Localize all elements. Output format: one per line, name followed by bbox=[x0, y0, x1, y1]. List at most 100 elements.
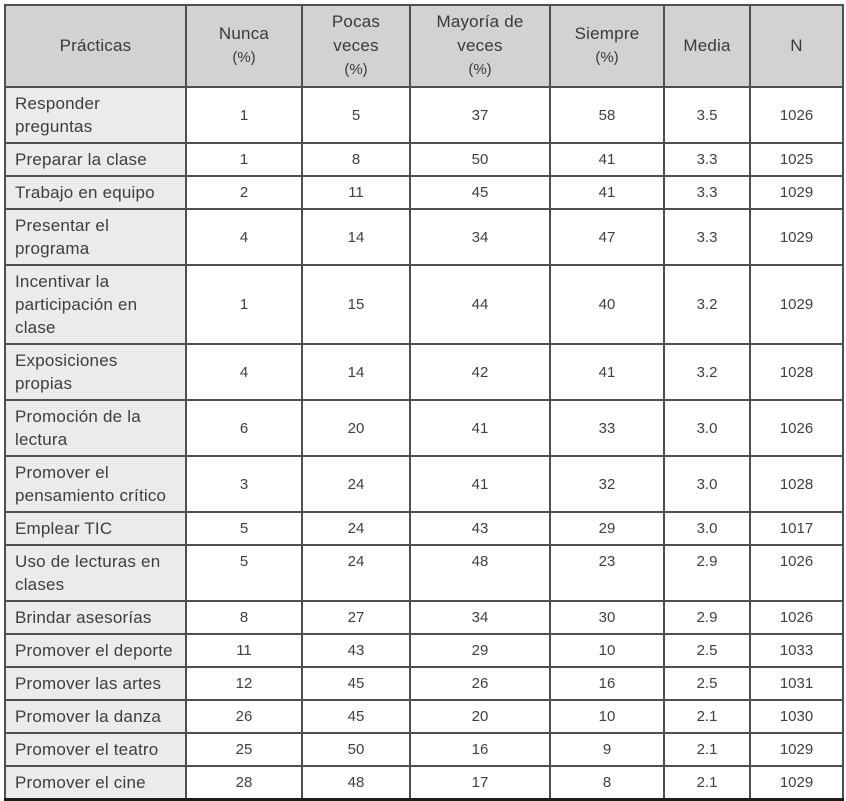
value-cell: 6 bbox=[185, 399, 303, 457]
value-cell: 48 bbox=[409, 544, 551, 602]
column-header-siempre: Siempre (%) bbox=[549, 4, 665, 88]
practice-label: Responder preguntas bbox=[4, 86, 187, 144]
value-cell: 17 bbox=[409, 765, 551, 801]
value-cell: 16 bbox=[549, 666, 665, 701]
value-cell: 16 bbox=[409, 732, 551, 767]
practices-statistics-table: Prácticas Nunca (%) Pocas veces (%) Mayorí… bbox=[4, 4, 844, 801]
value-cell: 41 bbox=[409, 455, 551, 513]
value-cell: 45 bbox=[409, 175, 551, 210]
table-row: Promoción de la lectura 6 20 41 33 3.0 1026 bbox=[4, 399, 844, 457]
table-row: Uso de lecturas en clases 5 24 48 23 2.9 1026 bbox=[4, 544, 844, 602]
practice-label: Promover las artes bbox=[4, 666, 187, 701]
value-cell: 32 bbox=[549, 455, 665, 513]
table-row: Promover el teatro 25 50 16 9 2.1 1029 bbox=[4, 732, 844, 767]
value-cell: 1029 bbox=[749, 264, 844, 345]
value-cell: 3.3 bbox=[663, 175, 751, 210]
value-cell: 15 bbox=[301, 264, 411, 345]
practice-label: Uso de lecturas en clases bbox=[4, 544, 187, 602]
value-cell: 1028 bbox=[749, 343, 844, 401]
column-label: N bbox=[790, 36, 803, 55]
value-cell: 2.9 bbox=[663, 600, 751, 635]
table-row: Promover el pensamiento crítico 3 24 41 32 3.… bbox=[4, 455, 844, 513]
value-cell: 29 bbox=[549, 511, 665, 546]
column-unit: (%) bbox=[595, 49, 619, 66]
value-cell: 2.5 bbox=[663, 666, 751, 701]
value-cell: 28 bbox=[185, 765, 303, 801]
table-body: Responder preguntas 1 5 37 58 3.5 1026 Preparar… bbox=[4, 86, 844, 801]
value-cell: 24 bbox=[301, 511, 411, 546]
table-row: Responder preguntas 1 5 37 58 3.5 1026 bbox=[4, 86, 844, 144]
value-cell: 58 bbox=[549, 86, 665, 144]
practice-label: Exposiciones propias bbox=[4, 343, 187, 401]
value-cell: 2.5 bbox=[663, 633, 751, 668]
column-header-media: Media bbox=[663, 4, 751, 88]
value-cell: 3.0 bbox=[663, 399, 751, 457]
value-cell: 24 bbox=[301, 544, 411, 602]
value-cell: 20 bbox=[301, 399, 411, 457]
value-cell: 1017 bbox=[749, 511, 844, 546]
value-cell: 1030 bbox=[749, 699, 844, 734]
value-cell: 12 bbox=[185, 666, 303, 701]
value-cell: 11 bbox=[185, 633, 303, 668]
practice-label: Preparar la clase bbox=[4, 142, 187, 177]
value-cell: 1033 bbox=[749, 633, 844, 668]
value-cell: 5 bbox=[185, 544, 303, 602]
practice-label: Promover el deporte bbox=[4, 633, 187, 668]
value-cell: 1025 bbox=[749, 142, 844, 177]
value-cell: 29 bbox=[409, 633, 551, 668]
value-cell: 34 bbox=[409, 208, 551, 266]
value-cell: 1026 bbox=[749, 399, 844, 457]
value-cell: 2.1 bbox=[663, 699, 751, 734]
value-cell: 34 bbox=[409, 600, 551, 635]
value-cell: 42 bbox=[409, 343, 551, 401]
value-cell: 20 bbox=[409, 699, 551, 734]
value-cell: 43 bbox=[409, 511, 551, 546]
table-header: Prácticas Nunca (%) Pocas veces (%) Mayorí… bbox=[4, 4, 844, 88]
table-row: Promover la danza 26 45 20 10 2.1 1030 bbox=[4, 699, 844, 734]
column-unit: (%) bbox=[232, 49, 256, 66]
practice-label: Emplear TIC bbox=[4, 511, 187, 546]
value-cell: 1 bbox=[185, 142, 303, 177]
practice-label: Presentar el programa bbox=[4, 208, 187, 266]
value-cell: 11 bbox=[301, 175, 411, 210]
practice-label: Brindar asesorías bbox=[4, 600, 187, 635]
table-row: Brindar asesorías 8 27 34 30 2.9 1026 bbox=[4, 600, 844, 635]
value-cell: 5 bbox=[185, 511, 303, 546]
value-cell: 43 bbox=[301, 633, 411, 668]
table-row: Promover el cine 28 48 17 8 2.1 1029 bbox=[4, 765, 844, 801]
value-cell: 1029 bbox=[749, 765, 844, 801]
table-row: Promover las artes 12 45 26 16 2.5 1031 bbox=[4, 666, 844, 701]
header-row: Prácticas Nunca (%) Pocas veces (%) Mayorí… bbox=[4, 4, 844, 88]
value-cell: 9 bbox=[549, 732, 665, 767]
practice-label: Promover la danza bbox=[4, 699, 187, 734]
value-cell: 1028 bbox=[749, 455, 844, 513]
value-cell: 26 bbox=[409, 666, 551, 701]
practice-label: Promover el pensamiento crítico bbox=[4, 455, 187, 513]
column-label: Siempre bbox=[574, 24, 640, 43]
value-cell: 10 bbox=[549, 633, 665, 668]
practice-label: Promover el cine bbox=[4, 765, 187, 801]
column-header-nunca: Nunca (%) bbox=[185, 4, 303, 88]
value-cell: 1029 bbox=[749, 208, 844, 266]
value-cell: 1 bbox=[185, 86, 303, 144]
value-cell: 50 bbox=[301, 732, 411, 767]
value-cell: 3.0 bbox=[663, 511, 751, 546]
column-label: Media bbox=[683, 36, 731, 55]
value-cell: 3 bbox=[185, 455, 303, 513]
value-cell: 41 bbox=[549, 142, 665, 177]
value-cell: 30 bbox=[549, 600, 665, 635]
table-row: Trabajo en equipo 2 11 45 41 3.3 1029 bbox=[4, 175, 844, 210]
value-cell: 1026 bbox=[749, 544, 844, 602]
value-cell: 14 bbox=[301, 208, 411, 266]
value-cell: 3.0 bbox=[663, 455, 751, 513]
value-cell: 45 bbox=[301, 666, 411, 701]
value-cell: 1026 bbox=[749, 86, 844, 144]
column-unit: (%) bbox=[344, 61, 368, 78]
value-cell: 1026 bbox=[749, 600, 844, 635]
value-cell: 1031 bbox=[749, 666, 844, 701]
table-row: Exposiciones propias 4 14 42 41 3.2 1028 bbox=[4, 343, 844, 401]
value-cell: 5 bbox=[301, 86, 411, 144]
value-cell: 14 bbox=[301, 343, 411, 401]
value-cell: 24 bbox=[301, 455, 411, 513]
